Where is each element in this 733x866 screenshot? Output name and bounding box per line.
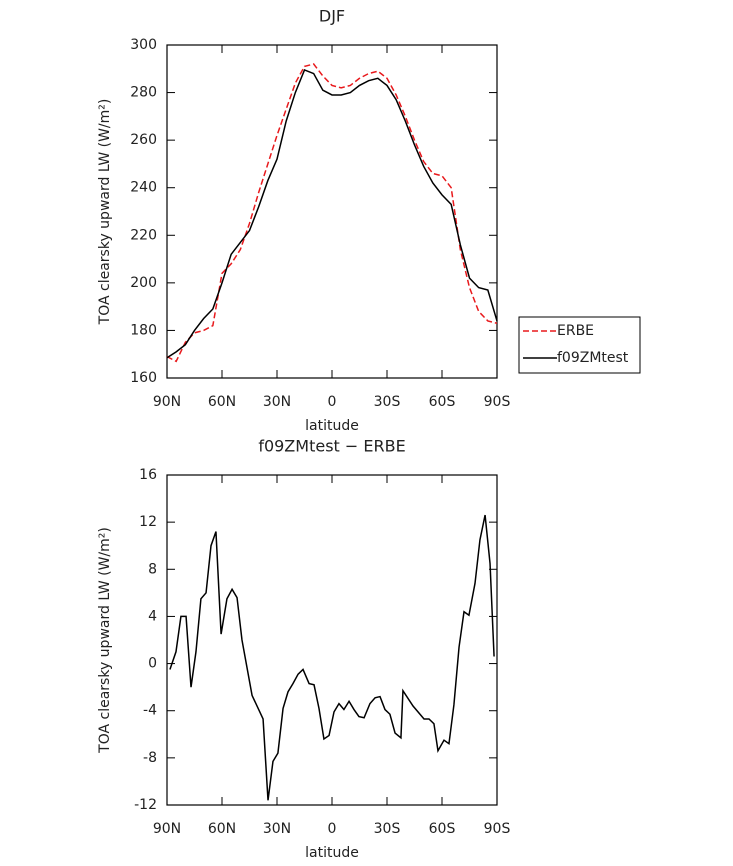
legend-label: ERBE xyxy=(557,323,594,339)
y-tick-label: 280 xyxy=(130,85,157,101)
y-tick-label: 220 xyxy=(130,227,157,243)
y-tick-label: 8 xyxy=(148,561,157,577)
x-tick-label: 30N xyxy=(263,821,291,837)
chart-title: f09ZMtest − ERBE xyxy=(258,437,405,456)
x-tick-label: 90S xyxy=(484,394,511,410)
y-tick-label: -4 xyxy=(143,703,157,719)
x-tick-label: 30S xyxy=(374,821,401,837)
x-tick-label: 90S xyxy=(484,821,511,837)
legend-box xyxy=(518,316,641,374)
y-axis-label: TOA clearsky upward LW (W/m²) xyxy=(97,99,113,326)
y-tick-label: 12 xyxy=(139,514,157,530)
x-tick-label: 90N xyxy=(153,394,181,410)
y-tick-label: -12 xyxy=(134,797,157,813)
y-tick-label: 300 xyxy=(130,37,157,53)
x-tick-label: 60N xyxy=(208,821,236,837)
y-tick-label: 260 xyxy=(130,132,157,148)
y-tick-label: 200 xyxy=(130,275,157,291)
x-tick-label: 60S xyxy=(429,394,456,410)
x-tick-label: 60N xyxy=(208,394,236,410)
x-tick-label: 0 xyxy=(328,821,337,837)
plot-frame xyxy=(166,474,498,806)
x-tick-label: 30S xyxy=(374,394,401,410)
x-tick-label: 30N xyxy=(263,394,291,410)
y-tick-label: 180 xyxy=(130,322,157,338)
plot-frame xyxy=(166,44,498,379)
y-tick-label: 16 xyxy=(139,467,157,483)
legend-label: f09ZMtest xyxy=(557,350,629,366)
y-tick-label: 0 xyxy=(148,656,157,672)
y-tick-label: 4 xyxy=(148,608,157,624)
y-tick-label: -8 xyxy=(143,750,157,766)
x-tick-label: 90N xyxy=(153,821,181,837)
x-tick-label: 60S xyxy=(429,821,456,837)
y-tick-label: 160 xyxy=(130,370,157,386)
data-line xyxy=(166,63,498,363)
data-line xyxy=(169,514,495,801)
x-tick-label: 0 xyxy=(328,394,337,410)
chart-title: DJF xyxy=(319,7,345,26)
x-axis-label: latitude xyxy=(305,845,359,861)
y-axis-label: TOA clearsky upward LW (W/m²) xyxy=(97,527,113,754)
data-line xyxy=(166,69,498,359)
y-tick-label: 240 xyxy=(130,180,157,196)
x-axis-label: latitude xyxy=(305,418,359,434)
